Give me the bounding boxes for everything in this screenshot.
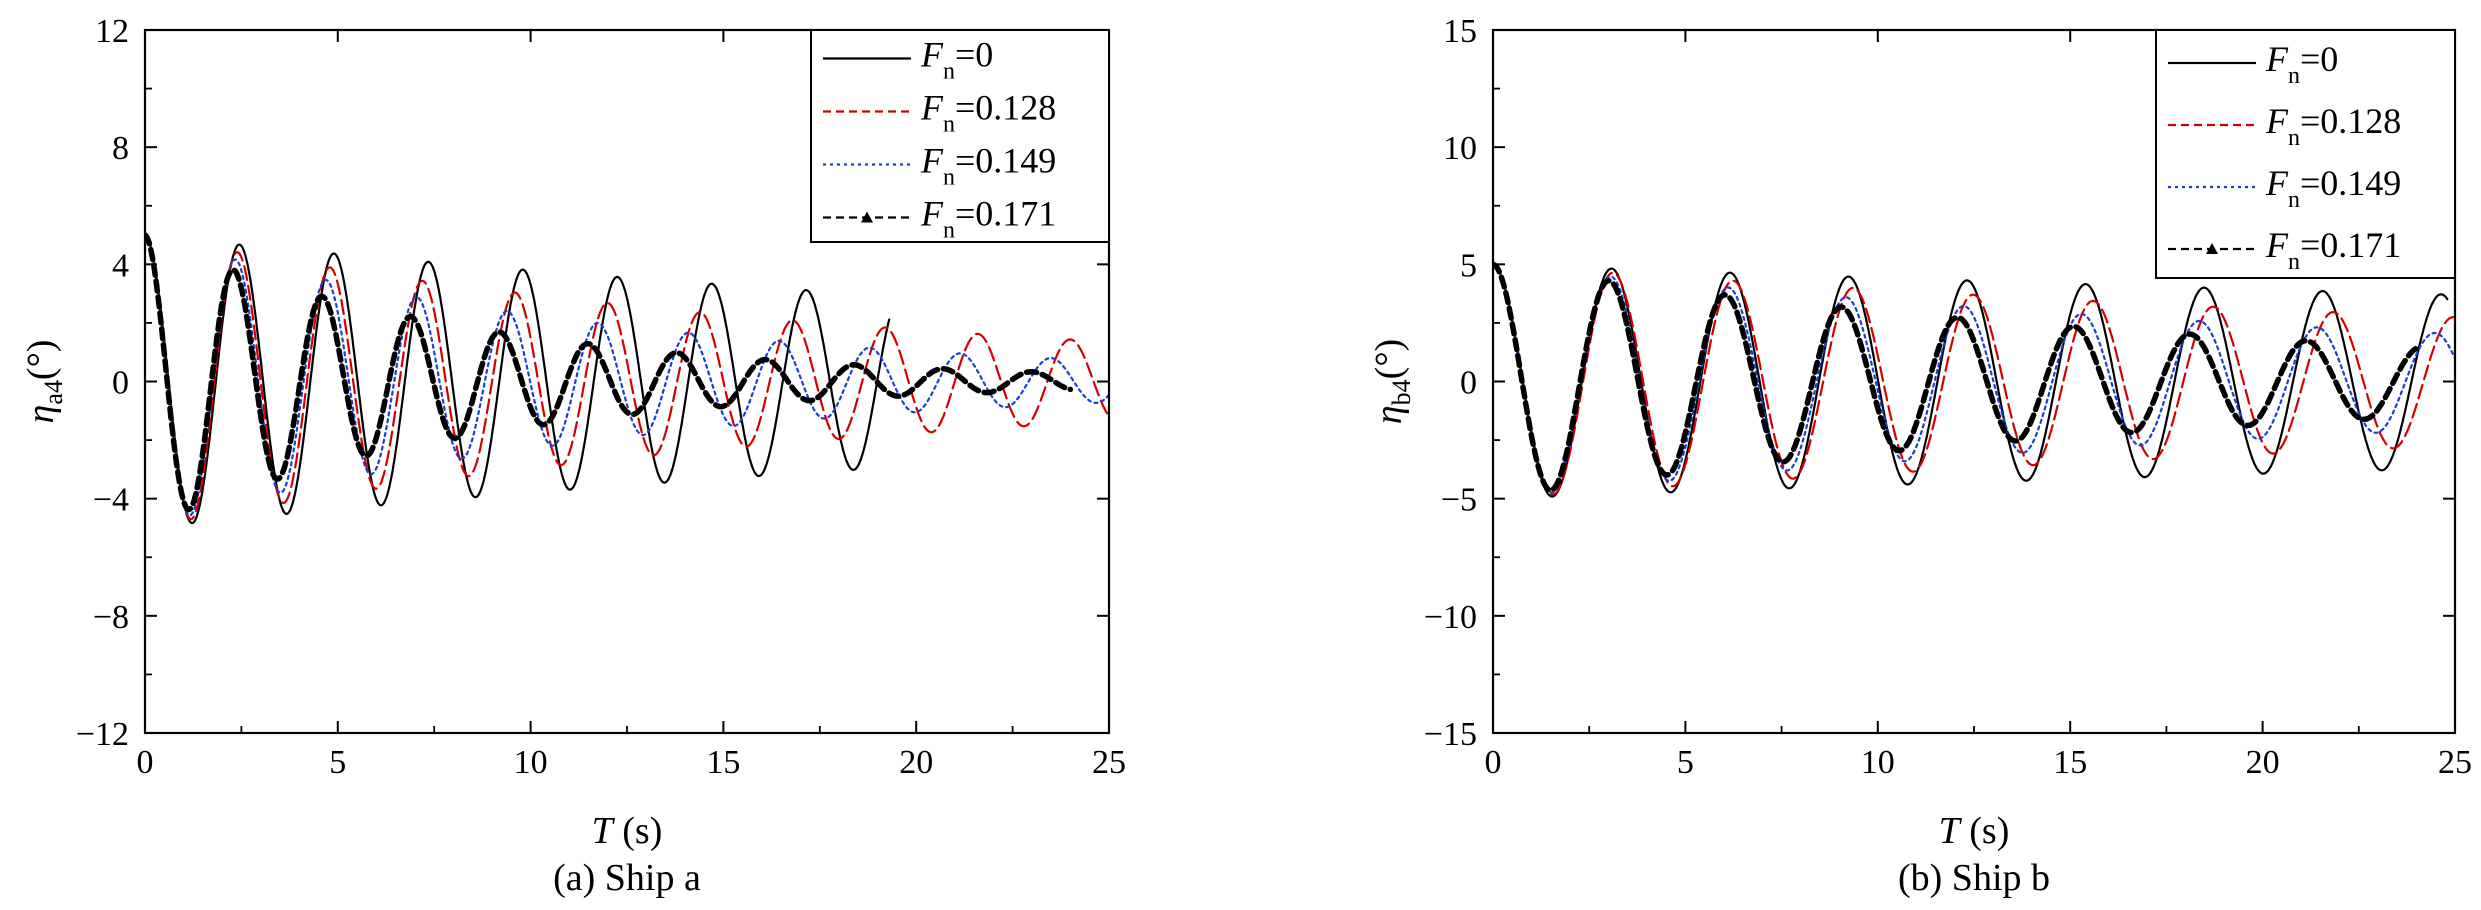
chart-ship-a: 0 5 10 15 20 25 −12 −8 −4 0 4 8 12 T (s) ηa4(°) (a) Shi… (20, 13, 1126, 899)
series-group (145, 232, 1109, 525)
legend-label: Fn=0.128 (920, 88, 1056, 138)
x-tick-label: 0 (1485, 744, 1502, 781)
y-tick-label: −4 (93, 482, 129, 519)
legend-marker-triangle (861, 211, 873, 223)
y-tick-label: 10 (1443, 130, 1477, 167)
y-tick-label: −5 (1441, 482, 1477, 519)
y-tick-label: 0 (112, 365, 129, 402)
chart-ship-b: 0 5 10 15 20 25 −15 −10 −5 0 5 10 15 T (s) ηb4(°) (b) S… (1368, 13, 2472, 899)
x-tick-label: 5 (329, 744, 346, 781)
series-line-0171 (1493, 261, 2420, 493)
x-tick-label: 15 (706, 744, 740, 781)
x-tick-label: 25 (2438, 744, 2472, 781)
legend-label: Fn=0.171 (2265, 225, 2401, 275)
x-tick-label: 0 (137, 744, 154, 781)
panel-caption: (a) Ship a (553, 857, 701, 899)
series-line-0128 (145, 233, 1109, 521)
x-axis-label: T (s) (1939, 810, 2010, 852)
series-line-0171 (145, 232, 1074, 513)
series-group (1493, 261, 2455, 498)
y-axis-label: ηa4(°) (20, 340, 68, 424)
y-tick-label: 15 (1443, 13, 1477, 50)
legend-label: Fn=0.171 (920, 194, 1056, 244)
legend-box (2155, 29, 2456, 279)
y-axis-label: ηb4(°) (1368, 339, 1416, 424)
legend: Fn=0 Fn=0.128 Fn=0.149 Fn=0.171 (2155, 29, 2456, 279)
y-tick-label: 5 (1460, 247, 1477, 284)
legend-label: Fn=0.149 (920, 141, 1056, 191)
legend-marker-triangle (2206, 243, 2218, 254)
legend-label: Fn=0 (920, 35, 993, 85)
series-line-0149 (145, 233, 1109, 517)
x-tick-label: 10 (514, 744, 548, 781)
x-tick-label: 5 (1677, 744, 1694, 781)
y-tick-label: −10 (1424, 599, 1477, 636)
legend-label: Fn=0 (2265, 39, 2338, 89)
legend-box (810, 29, 1110, 243)
panel-caption: (b) Ship b (1898, 857, 2050, 899)
x-axis-label: T (s) (592, 810, 663, 852)
y-tick-label: 12 (95, 13, 129, 50)
series-line-0128 (1493, 263, 2455, 496)
series-line-0 (145, 233, 891, 525)
x-tick-label: 20 (2246, 744, 2280, 781)
y-tick-label: −8 (93, 599, 129, 636)
y-tick-label: 4 (112, 247, 129, 284)
legend-label: Fn=0.149 (2265, 163, 2401, 213)
y-tick-label: −15 (1424, 716, 1477, 753)
y-tick-label: −12 (76, 716, 129, 753)
legend-label: Fn=0.128 (2265, 101, 2401, 151)
y-tick-label: 8 (112, 130, 129, 167)
x-tick-label: 25 (1092, 744, 1126, 781)
x-tick-label: 15 (2053, 744, 2087, 781)
x-tick-label: 20 (899, 744, 933, 781)
y-tick-label: 0 (1460, 365, 1477, 402)
x-tick-label: 10 (1861, 744, 1895, 781)
